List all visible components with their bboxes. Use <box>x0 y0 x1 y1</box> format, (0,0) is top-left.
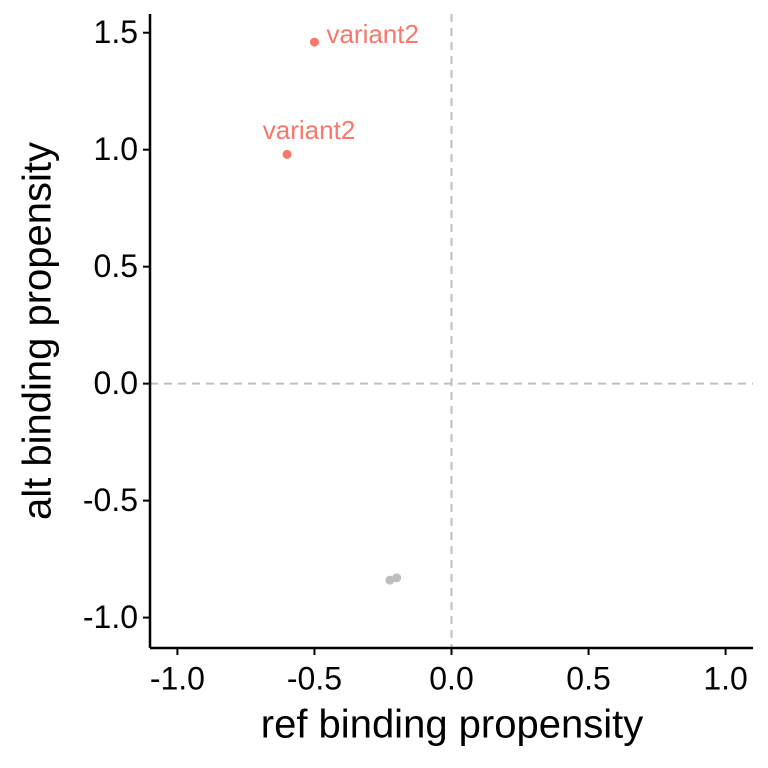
y-tick-label: 1.0 <box>94 131 138 167</box>
point <box>282 149 292 159</box>
x-tick-label: 0.5 <box>566 660 610 696</box>
x-tick-label: 1.0 <box>703 660 747 696</box>
x-tick-label: -1.0 <box>150 660 205 696</box>
point <box>385 575 395 585</box>
point <box>309 37 319 47</box>
x-tick-label: 0.0 <box>429 660 473 696</box>
point-label: variant2 <box>263 115 356 145</box>
x-tick-label: -0.5 <box>287 660 342 696</box>
y-axis-title: alt binding propensity <box>16 142 60 520</box>
point <box>392 573 402 583</box>
y-tick-label: -0.5 <box>83 482 138 518</box>
x-axis-title: ref binding propensity <box>261 703 643 747</box>
y-tick-label: 0.0 <box>94 365 138 401</box>
y-tick-label: 1.5 <box>94 14 138 50</box>
y-tick-label: -1.0 <box>83 599 138 635</box>
point-label: variant2 <box>326 19 419 49</box>
y-tick-label: 0.5 <box>94 248 138 284</box>
